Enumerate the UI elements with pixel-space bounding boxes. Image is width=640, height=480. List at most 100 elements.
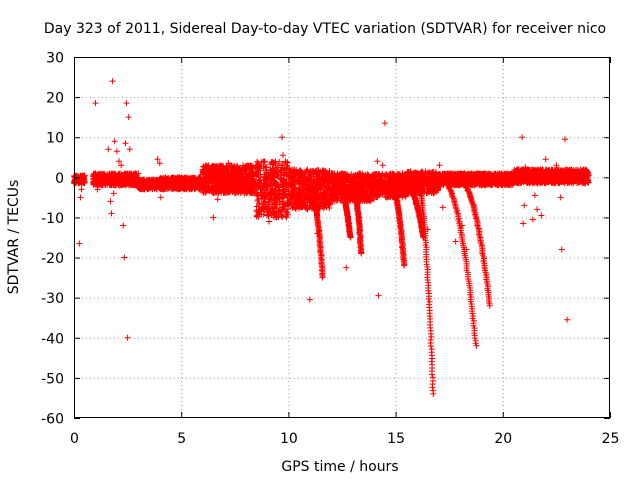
band-point: [135, 170, 142, 177]
band-point: [245, 162, 252, 169]
band-point: [132, 175, 139, 182]
band-point: [266, 210, 273, 217]
band-point: [256, 161, 263, 168]
band-point: [79, 174, 86, 181]
band-point: [200, 171, 207, 178]
band-point: [141, 179, 148, 186]
band-point: [201, 176, 208, 183]
band-point: [201, 186, 208, 193]
band-point: [257, 167, 264, 174]
band-point: [157, 185, 164, 192]
band-point: [163, 181, 170, 188]
band-point: [118, 172, 125, 179]
band-point: [208, 178, 215, 185]
band-point: [192, 184, 199, 191]
band-point: [269, 189, 276, 196]
band-point: [171, 177, 178, 184]
band-point: [188, 186, 195, 193]
band-point: [211, 180, 218, 187]
band-point: [255, 160, 262, 167]
band-point: [210, 175, 217, 182]
band-point: [255, 174, 262, 181]
band-point: [112, 171, 119, 178]
data-points: [71, 78, 592, 397]
band-point: [265, 196, 272, 203]
band-point: [282, 159, 289, 166]
band-point: [150, 178, 157, 185]
band-point: [274, 168, 281, 175]
band-point: [264, 183, 271, 190]
band-point: [273, 201, 280, 208]
band-point: [231, 186, 238, 193]
band-point: [278, 175, 285, 182]
band-point: [202, 179, 209, 186]
band-point: [230, 171, 237, 178]
band-point: [263, 170, 270, 177]
band-point: [280, 183, 287, 190]
band-point: [184, 178, 191, 185]
band-point: [168, 174, 175, 181]
band-point: [226, 177, 233, 184]
band-point: [264, 191, 271, 198]
band-point: [145, 178, 152, 185]
band-point: [283, 214, 290, 221]
band-point: [207, 168, 214, 175]
band-point: [259, 203, 266, 210]
band-point: [164, 175, 171, 182]
band-point: [213, 179, 220, 186]
band-point: [271, 178, 278, 185]
band-point: [180, 176, 187, 183]
band-point: [157, 179, 164, 186]
band-point: [211, 164, 218, 171]
band-point: [231, 170, 238, 177]
band-point: [233, 190, 240, 197]
band-point: [265, 206, 272, 213]
band-point: [116, 182, 123, 189]
band-point: [111, 178, 118, 185]
band-point: [279, 162, 286, 169]
band-point: [116, 177, 123, 184]
band-point: [124, 174, 131, 181]
band-point: [210, 164, 217, 171]
band-point: [272, 197, 279, 204]
band-point: [204, 183, 211, 190]
band-point: [271, 190, 278, 197]
band-point: [254, 192, 261, 199]
band-point: [227, 164, 234, 171]
band-point: [261, 177, 268, 184]
grid: [74, 57, 610, 418]
band-point: [75, 173, 82, 180]
band-point: [105, 177, 112, 184]
band-point: [168, 185, 175, 192]
band-point: [246, 163, 253, 170]
band-point: [214, 183, 221, 190]
band-point: [234, 166, 241, 173]
band-point: [257, 185, 264, 192]
band-point: [232, 182, 239, 189]
band-point: [151, 181, 158, 188]
band-point: [214, 173, 221, 180]
band-point: [275, 188, 282, 195]
band-point: [260, 211, 267, 218]
band-point: [256, 208, 263, 215]
band-point: [126, 179, 133, 186]
band-point: [253, 207, 260, 214]
band-point: [91, 179, 98, 186]
band-point: [181, 184, 188, 191]
band-point: [269, 204, 276, 211]
band-point: [267, 166, 274, 173]
band-point: [281, 176, 288, 183]
band-point: [210, 190, 217, 197]
band-point: [137, 176, 144, 183]
band-point: [135, 180, 142, 187]
band-point: [269, 186, 276, 193]
band-point: [217, 171, 224, 178]
band-point: [100, 179, 107, 186]
band-point: [255, 196, 262, 203]
band-point: [226, 188, 233, 195]
band-point: [254, 211, 261, 218]
band-point: [249, 170, 256, 177]
band-point: [260, 199, 267, 206]
band-point: [130, 182, 137, 189]
